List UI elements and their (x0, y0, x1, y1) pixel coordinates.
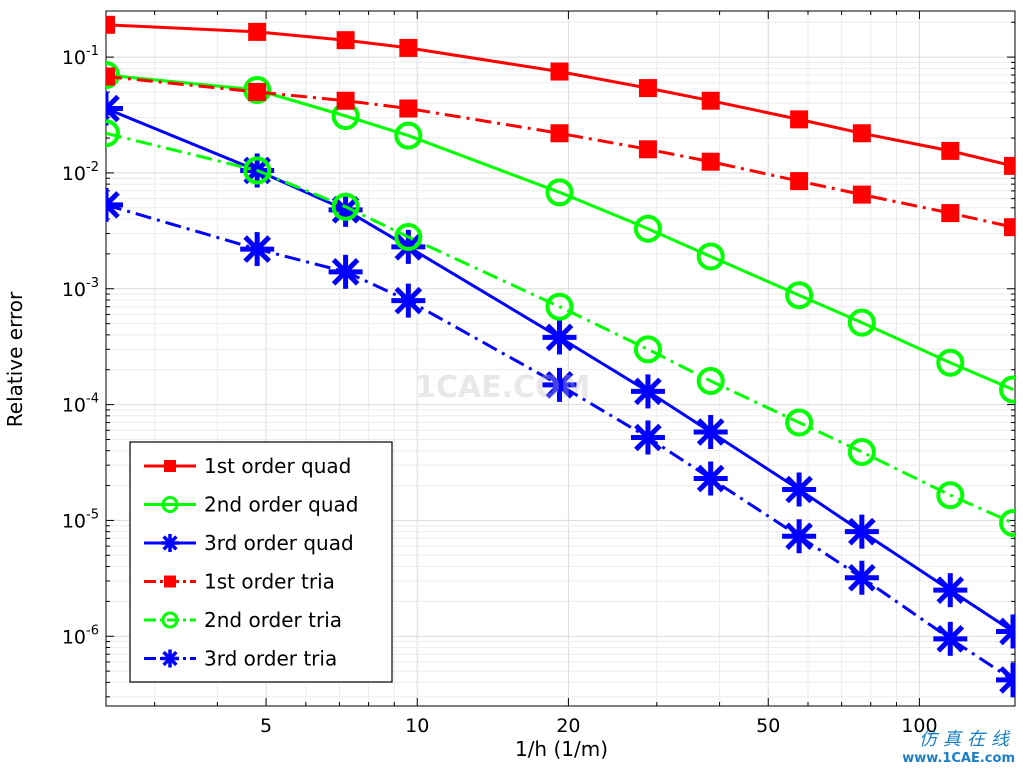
asterisk-marker (329, 255, 363, 289)
y-tick-label: 10-2 (62, 160, 99, 185)
series-1st-order-quad (97, 16, 1022, 175)
asterisk-marker (782, 472, 816, 506)
square-marker (248, 23, 266, 41)
watermark: 仿真在线 www.1CAE.com (902, 725, 1015, 766)
square-marker (97, 67, 115, 85)
square-marker (941, 142, 959, 160)
y-tick-label: 10-6 (62, 623, 99, 648)
square-marker (399, 39, 417, 57)
square-marker (551, 124, 569, 142)
square-marker (337, 31, 355, 49)
square-marker (790, 110, 808, 128)
asterisk-marker (694, 415, 728, 449)
square-marker (164, 576, 176, 588)
y-tick-label: 10-3 (62, 276, 99, 301)
y-axis-label: Relative error (3, 291, 27, 427)
center-watermark: 1CAE.COM (415, 370, 590, 405)
y-tick-label: 10-1 (62, 44, 99, 69)
x-tick-label: 20 (556, 715, 580, 737)
x-axis-label: 1/h (1/m) (515, 737, 608, 761)
square-marker (639, 140, 657, 158)
square-marker (248, 83, 266, 101)
legend-label: 3rd order tria (204, 647, 337, 671)
legend-label: 3rd order quad (204, 531, 354, 555)
square-marker (1004, 157, 1022, 175)
asterisk-marker (933, 573, 967, 607)
circle-marker (850, 440, 874, 464)
legend-label: 2nd order quad (204, 493, 358, 517)
asterisk-marker (240, 232, 274, 266)
asterisk-marker (391, 284, 425, 318)
square-marker (702, 153, 720, 171)
legend-label: 2nd order tria (204, 608, 342, 632)
series-line (106, 25, 1013, 166)
x-tick-label: 10 (405, 715, 429, 737)
asterisk-marker (694, 462, 728, 496)
y-tick-label: 10-4 (62, 392, 99, 417)
square-marker (399, 99, 417, 117)
asterisk-marker (996, 663, 1023, 697)
asterisk-marker (89, 188, 123, 222)
square-marker (941, 204, 959, 222)
asterisk-marker (631, 374, 665, 408)
watermark-site: www.1CAE.com (902, 751, 1015, 766)
square-marker (97, 16, 115, 34)
legend-label: 1st order quad (204, 454, 351, 478)
asterisk-marker (543, 320, 577, 354)
asterisk-marker (996, 614, 1023, 648)
square-marker (790, 172, 808, 190)
x-tick-label: 50 (756, 715, 780, 737)
asterisk-marker (782, 519, 816, 553)
asterisk-marker (631, 420, 665, 454)
square-marker (337, 92, 355, 110)
square-marker (164, 460, 176, 472)
square-marker (639, 79, 657, 97)
square-marker (702, 92, 720, 110)
series-1st-order-tria (97, 67, 1022, 236)
legend-label: 1st order tria (204, 570, 335, 594)
asterisk-marker (845, 561, 879, 595)
legend: 1st order quad 2nd order quad 3rd order qu… (130, 442, 392, 682)
square-marker (853, 124, 871, 142)
x-tick-label: 5 (260, 715, 272, 737)
asterisk-marker (933, 622, 967, 656)
square-marker (1004, 218, 1022, 236)
square-marker (551, 63, 569, 81)
asterisk-marker (161, 650, 179, 668)
asterisk-marker (845, 515, 879, 549)
asterisk-marker (161, 534, 179, 552)
watermark-title: 仿真在线 (902, 725, 1015, 751)
square-marker (853, 186, 871, 204)
y-tick-label: 10-5 (62, 507, 99, 532)
